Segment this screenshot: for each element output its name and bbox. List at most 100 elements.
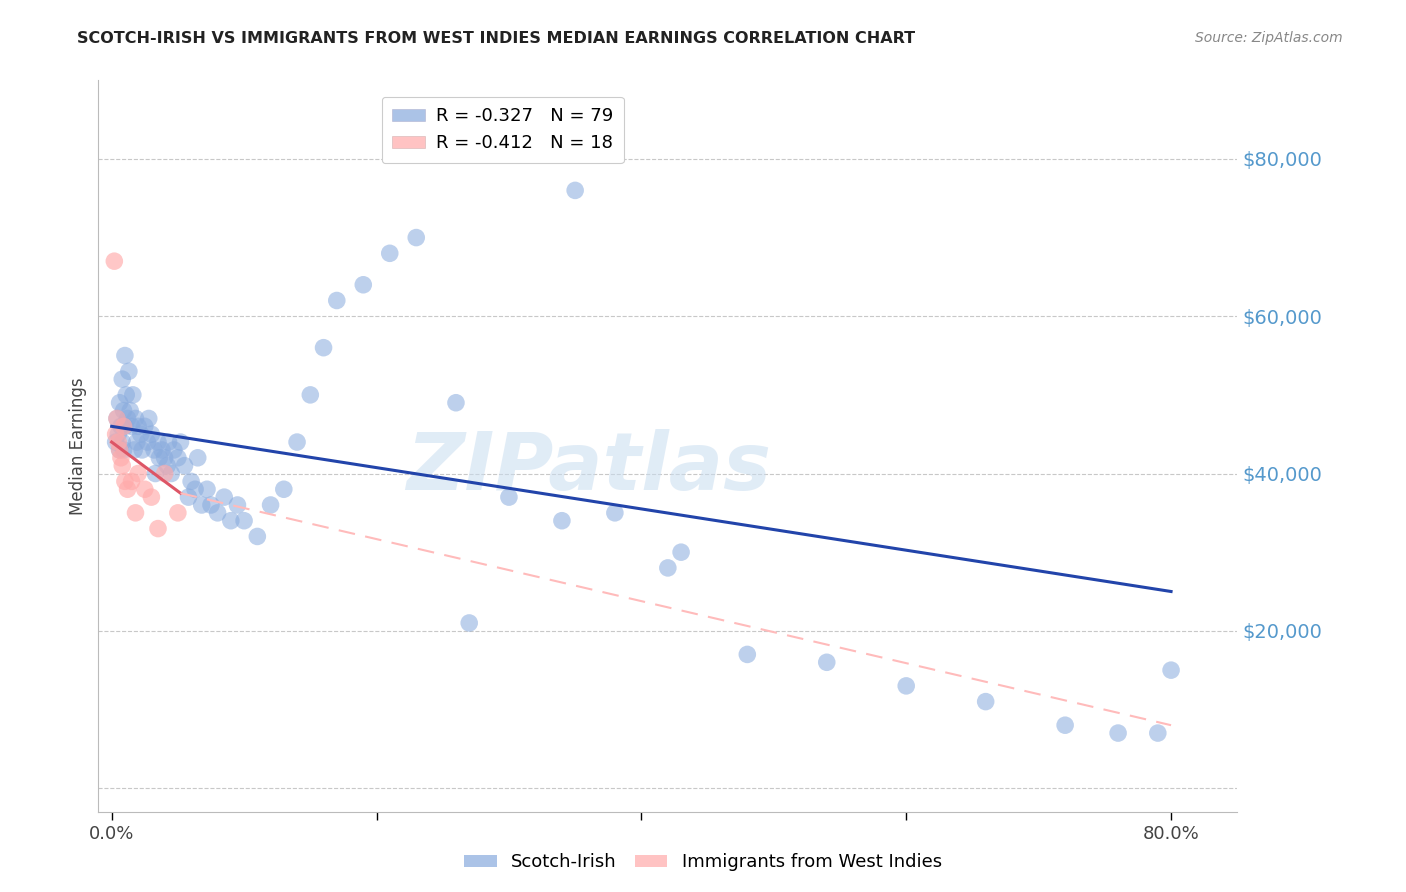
- Point: [124, 411, 146, 425]
- Point: [104, 435, 127, 450]
- Point: [108, 396, 131, 410]
- Point: [285, 435, 308, 450]
- Point: [233, 514, 256, 528]
- Point: [111, 372, 134, 386]
- Point: [141, 427, 163, 442]
- Point: [124, 506, 146, 520]
- Point: [150, 442, 173, 457]
- Point: [121, 388, 143, 402]
- Point: [737, 648, 759, 662]
- Point: [110, 450, 132, 465]
- Point: [134, 419, 156, 434]
- Point: [160, 467, 183, 481]
- Point: [180, 475, 202, 489]
- Point: [326, 293, 349, 308]
- Point: [200, 498, 222, 512]
- Point: [657, 561, 679, 575]
- Point: [143, 442, 166, 457]
- Point: [299, 388, 322, 402]
- Point: [1160, 663, 1182, 677]
- Point: [125, 435, 148, 450]
- Point: [122, 442, 145, 457]
- Point: [219, 514, 242, 528]
- Text: ZIPatlas: ZIPatlas: [405, 429, 770, 507]
- Point: [564, 183, 586, 197]
- Point: [114, 349, 136, 363]
- Point: [127, 467, 149, 481]
- Point: [444, 396, 467, 410]
- Point: [259, 498, 281, 512]
- Point: [111, 435, 134, 450]
- Point: [111, 458, 134, 473]
- Point: [273, 482, 295, 496]
- Point: [603, 506, 626, 520]
- Point: [312, 341, 335, 355]
- Point: [669, 545, 692, 559]
- Point: [190, 498, 212, 512]
- Point: [103, 254, 125, 268]
- Point: [167, 506, 190, 520]
- Point: [131, 442, 153, 457]
- Point: [405, 230, 427, 244]
- Point: [352, 277, 374, 292]
- Point: [112, 403, 135, 417]
- Point: [117, 482, 139, 496]
- Point: [115, 388, 138, 402]
- Point: [146, 435, 169, 450]
- Point: [112, 419, 135, 434]
- Point: [207, 506, 229, 520]
- Point: [187, 450, 209, 465]
- Point: [896, 679, 918, 693]
- Point: [121, 475, 143, 489]
- Point: [104, 427, 127, 442]
- Point: [136, 435, 159, 450]
- Point: [108, 442, 131, 457]
- Point: [105, 411, 128, 425]
- Point: [141, 490, 163, 504]
- Point: [815, 655, 838, 669]
- Y-axis label: Median Earnings: Median Earnings: [69, 377, 87, 515]
- Point: [117, 411, 139, 425]
- Point: [173, 458, 195, 473]
- Point: [114, 419, 136, 434]
- Point: [110, 419, 132, 434]
- Point: [177, 490, 200, 504]
- Point: [246, 529, 269, 543]
- Point: [108, 442, 131, 457]
- Point: [146, 522, 169, 536]
- Point: [195, 482, 218, 496]
- Point: [378, 246, 401, 260]
- Point: [120, 403, 142, 417]
- Point: [157, 435, 180, 450]
- Legend: Scotch-Irish, Immigrants from West Indies: Scotch-Irish, Immigrants from West Indie…: [457, 847, 949, 879]
- Point: [498, 490, 520, 504]
- Point: [112, 442, 135, 457]
- Point: [127, 419, 149, 434]
- Text: Source: ZipAtlas.com: Source: ZipAtlas.com: [1195, 31, 1343, 45]
- Point: [153, 467, 176, 481]
- Point: [129, 427, 152, 442]
- Point: [114, 475, 136, 489]
- Point: [974, 695, 997, 709]
- Point: [1146, 726, 1168, 740]
- Point: [134, 482, 156, 496]
- Point: [167, 450, 190, 465]
- Point: [212, 490, 235, 504]
- Point: [163, 442, 186, 457]
- Point: [226, 498, 249, 512]
- Point: [1054, 718, 1077, 732]
- Point: [138, 411, 160, 425]
- Point: [1107, 726, 1129, 740]
- Point: [169, 435, 191, 450]
- Point: [153, 450, 176, 465]
- Point: [105, 411, 128, 425]
- Point: [458, 615, 481, 630]
- Text: SCOTCH-IRISH VS IMMIGRANTS FROM WEST INDIES MEDIAN EARNINGS CORRELATION CHART: SCOTCH-IRISH VS IMMIGRANTS FROM WEST IND…: [77, 31, 915, 46]
- Point: [121, 419, 143, 434]
- Point: [551, 514, 574, 528]
- Point: [118, 364, 141, 378]
- Point: [107, 427, 129, 442]
- Point: [184, 482, 207, 496]
- Point: [148, 450, 170, 465]
- Legend: R = -0.327   N = 79, R = -0.412   N = 18: R = -0.327 N = 79, R = -0.412 N = 18: [381, 96, 624, 163]
